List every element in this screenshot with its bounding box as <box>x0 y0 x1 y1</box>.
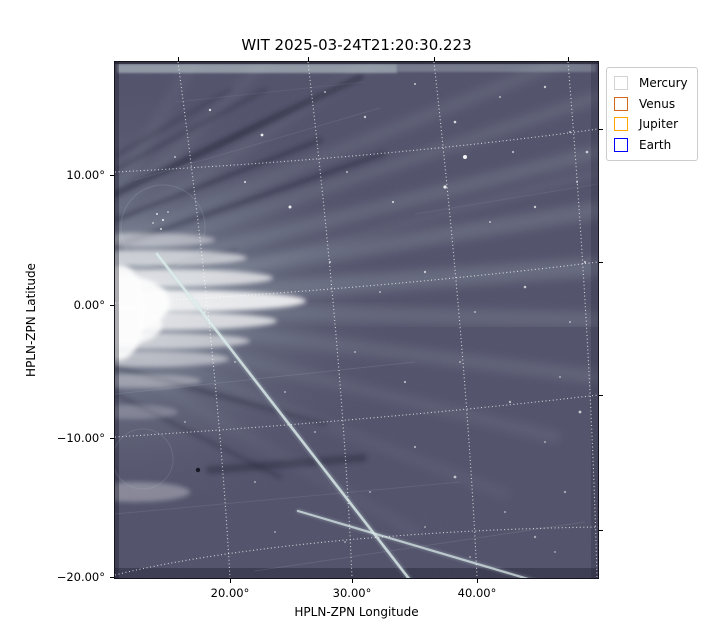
y-right-tick-mark <box>599 261 603 263</box>
venus-marker-swatch <box>614 96 628 111</box>
jupiter-marker-swatch <box>614 117 628 132</box>
noise-texture <box>115 62 598 578</box>
legend-label: Mercury <box>639 76 688 91</box>
y-tick-label: 0.00° <box>73 298 105 312</box>
legend-item-jupiter: Jupiter <box>614 114 688 135</box>
plot-title: WIT 2025-03-24T21:20:30.223 <box>241 36 472 54</box>
legend-label: Venus <box>639 96 676 111</box>
y-tick-mark <box>110 304 114 306</box>
y-right-tick-mark <box>599 128 603 130</box>
coordinate-grid <box>115 62 598 578</box>
x-top-tick-mark <box>307 57 309 61</box>
x-top-tick-mark <box>433 57 435 61</box>
legend-label: Jupiter <box>639 117 679 132</box>
heliospheric-image <box>115 62 598 578</box>
x-top-tick-mark <box>567 57 569 61</box>
legend-item-venus: Venus <box>614 94 688 115</box>
y-axis-label: HPLN-ZPN Latitude <box>24 263 38 377</box>
y-right-tick-mark <box>599 394 603 396</box>
earth-marker-swatch <box>614 137 628 152</box>
plot-area <box>114 61 599 579</box>
y-right-tick-mark <box>599 529 603 531</box>
y-tick-mark <box>110 576 114 578</box>
y-tick-mark <box>110 174 114 176</box>
legend-item-mercury: Mercury <box>614 73 688 94</box>
legend: Mercury Venus Jupiter Earth <box>606 67 698 161</box>
x-axis-label: HPLN-ZPN Longitude <box>294 605 419 619</box>
x-tick-mark <box>351 579 353 583</box>
x-tick-label: 40.00° <box>457 586 497 600</box>
legend-label: Earth <box>639 137 672 152</box>
x-tick-label: 30.00° <box>332 586 372 600</box>
y-tick-label: −10.00° <box>56 431 105 445</box>
x-tick-mark <box>229 579 231 583</box>
mercury-marker-swatch <box>614 76 628 91</box>
x-tick-label: 20.00° <box>210 586 250 600</box>
x-top-tick-mark <box>177 57 179 61</box>
x-tick-mark <box>476 579 478 583</box>
legend-item-earth: Earth <box>614 135 688 156</box>
y-tick-mark <box>110 437 114 439</box>
y-tick-label: −20.00° <box>56 570 105 584</box>
y-tick-label: 10.00° <box>66 168 105 182</box>
